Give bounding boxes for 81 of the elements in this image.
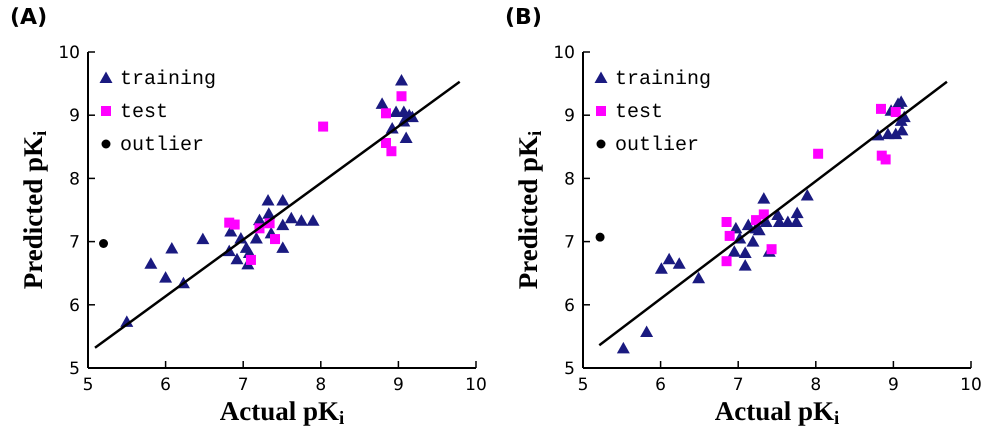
point [662, 252, 676, 264]
point [400, 131, 413, 143]
point [395, 74, 408, 86]
point [159, 271, 172, 283]
y-tick-label: 5 [69, 359, 80, 379]
x-tick-label: 10 [465, 375, 487, 395]
x-tick-label: 8 [315, 375, 326, 395]
x-axis-title: Actual pK$_{i}$ [220, 396, 344, 429]
point [757, 192, 770, 204]
x-tick-label: 8 [810, 375, 822, 395]
point [724, 230, 735, 241]
point [276, 241, 290, 253]
point [800, 188, 814, 200]
point [692, 272, 706, 284]
point [396, 91, 407, 102]
legend-label: outlier [615, 134, 700, 157]
x-tick-label: 9 [392, 375, 404, 395]
point [616, 342, 630, 354]
point [196, 232, 210, 244]
x-axis-title: Actual pK$_{i}$ [714, 396, 840, 429]
point [380, 108, 391, 118]
point [640, 325, 654, 337]
point [596, 232, 605, 242]
point [672, 257, 686, 269]
point [386, 146, 396, 156]
point [276, 194, 290, 206]
x-tick-label: 9 [888, 375, 899, 395]
x-tick-label: 10 [960, 375, 982, 395]
legend-label: training [615, 68, 712, 91]
legend-label: test [120, 101, 168, 124]
point [746, 235, 760, 247]
y-tick-label: 6 [69, 296, 80, 316]
point [752, 224, 766, 236]
y-tick-label: 8 [564, 169, 575, 190]
x-tick-label: 6 [160, 375, 172, 395]
point [165, 242, 178, 254]
x-tick-label: 7 [238, 375, 249, 395]
y-tick-label: 9 [564, 106, 575, 126]
point [246, 254, 256, 265]
point [766, 244, 777, 254]
point [294, 214, 308, 226]
point [880, 154, 891, 164]
point [270, 234, 280, 244]
point [654, 262, 668, 274]
legend-label: outlier [120, 134, 204, 157]
point [99, 238, 108, 248]
x-tick-label: 5 [578, 375, 588, 395]
point [250, 232, 263, 244]
point [890, 107, 901, 118]
point [722, 256, 732, 266]
legend-label: test [615, 101, 664, 124]
x-tick-label: 5 [82, 375, 94, 395]
point [306, 214, 320, 226]
point [722, 217, 732, 228]
point [144, 257, 158, 269]
y-tick-label: 5 [564, 359, 575, 379]
x-tick-label: 6 [655, 375, 666, 395]
point [318, 122, 328, 132]
point [876, 104, 886, 114]
point [376, 97, 389, 109]
y-tick-label: 9 [69, 106, 80, 126]
chart-title: (B) [505, 5, 542, 30]
y-tick-label: 10 [58, 43, 80, 63]
point [738, 259, 752, 271]
point [790, 206, 804, 218]
y-tick-label: 10 [553, 43, 575, 63]
x-tick-label: 7 [732, 375, 744, 395]
point [738, 246, 752, 258]
point [230, 220, 240, 230]
point [262, 194, 275, 206]
point [813, 148, 824, 159]
chart-title: (A) [10, 5, 48, 30]
y-tick-label: 8 [69, 169, 80, 190]
y-tick-label: 7 [564, 232, 575, 253]
y-tick-label: 7 [69, 232, 80, 253]
point [284, 212, 298, 224]
y-tick-label: 6 [564, 296, 575, 316]
point [728, 245, 741, 257]
point [230, 252, 244, 264]
point [276, 218, 290, 230]
legend-label: training [120, 68, 216, 91]
